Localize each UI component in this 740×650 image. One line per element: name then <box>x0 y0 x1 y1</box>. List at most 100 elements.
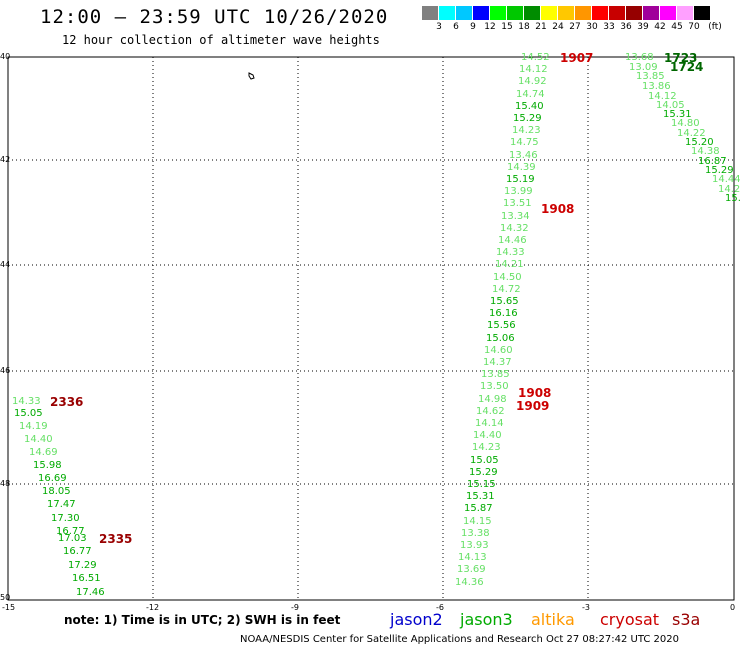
wave-height-value: 14.22 <box>677 128 706 139</box>
wave-height-value: 15.05 <box>14 408 43 419</box>
wave-height-value: 14.23 <box>512 125 541 136</box>
wave-height-value: 16.16 <box>489 308 518 319</box>
latitude-label: 48 <box>0 479 11 488</box>
colorbar-label: 3 <box>436 22 442 32</box>
wave-height-value: 14.33 <box>496 247 525 258</box>
wave-height-value: 13.85 <box>636 71 665 82</box>
wave-height-value: 14.37 <box>483 357 512 368</box>
pass-time-label: 1724 <box>670 60 704 74</box>
longitude-label: -9 <box>291 603 299 612</box>
satellite-legend-jason3: jason3 <box>460 610 513 629</box>
wave-height-value: 14.23 <box>472 442 501 453</box>
wave-height-value: 15.31 <box>663 109 692 120</box>
latitude-label: 50 <box>0 593 11 602</box>
wave-height-value: 16.87 <box>698 156 727 167</box>
wave-height-value: 15.65 <box>490 296 519 307</box>
longitude-label: -6 <box>436 603 444 612</box>
longitude-label: -15 <box>2 603 16 612</box>
latitude-label: 40 <box>0 52 11 61</box>
wave-height-value: 14.40 <box>473 430 502 441</box>
wave-height-value: 13.68 <box>625 52 654 63</box>
wave-height-value: 14.92 <box>518 76 547 87</box>
wave-height-value: 14.60 <box>484 345 513 356</box>
colorbar-label: 45 <box>671 22 683 32</box>
island-shape <box>248 72 255 80</box>
wave-height-value: 14.13 <box>458 552 487 563</box>
colorbar-swatch <box>677 6 693 20</box>
wave-height-value: 18.05 <box>42 486 71 497</box>
grid-lines <box>8 57 734 600</box>
pass-time-label: 1908 <box>518 386 552 400</box>
wave-height-value: 13.85 <box>481 369 510 380</box>
latitude-label: 42 <box>0 155 11 164</box>
colorbar-label: 42 <box>654 22 666 32</box>
wave-height-value: 13.46 <box>509 150 538 161</box>
colorbar-unit: (ft) <box>708 22 722 32</box>
longitude-label: -3 <box>582 603 590 612</box>
wave-height-value: 14.14 <box>475 418 504 429</box>
colorbar-swatch <box>609 6 625 20</box>
wave-height-value: 13.09 <box>629 62 658 73</box>
page-subtitle: 12 hour collection of altimeter wave hei… <box>62 33 380 47</box>
colorbar-label: 21 <box>535 22 547 32</box>
wave-height-value: 14.50 <box>493 272 522 283</box>
colorbar-swatch <box>507 6 523 20</box>
wave-height-value: 17.03 <box>58 533 87 544</box>
wave-height-value: 13.51 <box>503 198 532 209</box>
colorbar-swatch <box>643 6 659 20</box>
wave-height-value: 14.46 <box>498 235 527 246</box>
colorbar-swatch <box>439 6 455 20</box>
colorbar-swatch <box>558 6 574 20</box>
map-border <box>7 56 735 601</box>
page-title: 12:00 — 23:59 UTC 10/26/2020 <box>40 6 389 28</box>
wave-height-value: 14.80 <box>671 118 700 129</box>
wave-height-value: 16.77 <box>56 526 85 537</box>
wave-height-value: 14.72 <box>492 284 521 295</box>
colorbar-swatch <box>490 6 506 20</box>
wave-height-value: 14.38 <box>691 146 720 157</box>
colorbar-swatch <box>626 6 642 20</box>
wave-height-value: 16.51 <box>72 573 101 584</box>
wave-height-value: 14.05 <box>656 100 685 111</box>
wave-height-value: 15.29 <box>513 113 542 124</box>
colorbar-swatch <box>575 6 591 20</box>
pass-time-label: 2336 <box>50 395 84 409</box>
colorbar-swatch <box>422 6 438 20</box>
pass-time-label: 1907 <box>560 51 594 65</box>
colorbar-label: 24 <box>552 22 564 32</box>
wave-height-value: 15.98 <box>33 460 62 471</box>
latitude-label: 46 <box>0 366 11 375</box>
wave-height-value: 14.33 <box>12 396 41 407</box>
wave-height-value: 14.75 <box>510 137 539 148</box>
colorbar-swatch <box>473 6 489 20</box>
wave-height-value: 14.62 <box>476 406 505 417</box>
wave-height-value: 14.21 <box>495 259 524 270</box>
latitude-label: 44 <box>0 260 11 269</box>
wave-height-value: 17.29 <box>68 560 97 571</box>
credit-line: NOAA/NESDIS Center for Satellite Applica… <box>240 634 679 645</box>
colorbar-swatch <box>592 6 608 20</box>
wave-height-value: 13.69 <box>457 564 486 575</box>
colorbar-label: 15 <box>501 22 513 32</box>
wave-height-value: 13.86 <box>642 81 671 92</box>
wave-height-value: 14.44 <box>712 174 740 185</box>
wave-height-value: 15.31 <box>466 491 495 502</box>
pass-time-label: 1908 <box>541 202 575 216</box>
satellite-legend-jason2: jason2 <box>390 610 443 629</box>
wave-height-value: 17.30 <box>51 513 80 524</box>
colorbar-label: 12 <box>484 22 496 32</box>
wave-height-value: 15.20 <box>685 137 714 148</box>
wave-height-value: 14.15 <box>463 516 492 527</box>
wave-height-value: 15.56 <box>487 320 516 331</box>
colorbar-label: 33 <box>603 22 615 32</box>
footer-note: note: 1) Time is in UTC; 2) SWH is in fe… <box>64 613 341 627</box>
longitude-label: 0 <box>730 603 736 612</box>
wave-height-value: 15.87 <box>464 503 493 514</box>
wave-height-value: 15.15 <box>467 479 496 490</box>
wave-height-value: 13.50 <box>480 381 509 392</box>
pass-time-label: 1723 <box>664 51 698 65</box>
wave-height-value: 15.40 <box>515 101 544 112</box>
colorbar-label: 18 <box>518 22 530 32</box>
wave-height-value: 16.69 <box>38 473 67 484</box>
